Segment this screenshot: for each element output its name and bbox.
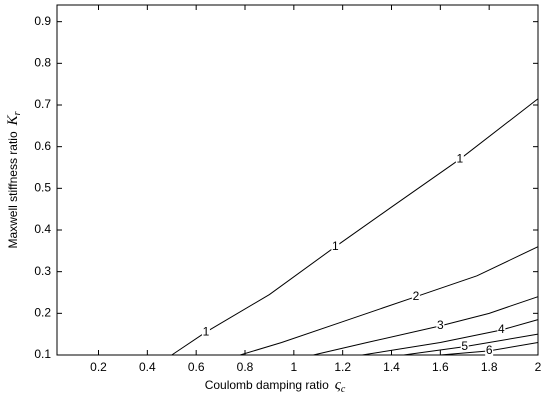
contour-label: 2 bbox=[413, 289, 420, 303]
x-tick-label: 1 bbox=[290, 360, 297, 374]
y-tick-label: 0.7 bbox=[34, 97, 51, 111]
x-tick-label: 0.2 bbox=[90, 360, 107, 374]
contour-label: 1 bbox=[203, 324, 210, 338]
plot-frame bbox=[56, 4, 539, 356]
x-tick-label: 1.2 bbox=[334, 360, 351, 374]
x-tick-label: 0.4 bbox=[139, 360, 156, 374]
y-tick-label: 0.3 bbox=[34, 264, 51, 278]
contour-label: 1 bbox=[332, 239, 339, 253]
x-axis-label: Coulomb damping ratio ςc bbox=[205, 377, 346, 395]
y-tick-label: 0.4 bbox=[34, 222, 51, 236]
contour-label-bg bbox=[455, 153, 464, 166]
contour-label-bg bbox=[436, 319, 445, 332]
contour-label-bg bbox=[331, 240, 340, 253]
contour-label: 1 bbox=[457, 151, 464, 165]
x-tick-label: 1.8 bbox=[481, 360, 498, 374]
contour-label: 4 bbox=[498, 322, 505, 336]
y-axis-label: Maxwell stiffness ratioKr bbox=[5, 111, 23, 248]
x-tick-label: 1.4 bbox=[383, 360, 400, 374]
contour-label: 6 bbox=[486, 343, 493, 357]
y-tick-label: 0.1 bbox=[34, 347, 51, 361]
contour-label-bg bbox=[485, 344, 494, 357]
contour-label: 5 bbox=[461, 339, 468, 353]
y-tick-label: 0.5 bbox=[34, 181, 51, 195]
y-tick-label: 0.9 bbox=[34, 14, 51, 28]
x-tick-label: 0.6 bbox=[188, 360, 205, 374]
y-tick-label: 0.6 bbox=[34, 139, 51, 153]
y-tick-label: 0.8 bbox=[34, 56, 51, 70]
contour-label: 3 bbox=[437, 318, 444, 332]
contour-line bbox=[362, 319, 539, 356]
x-tick-label: 1.6 bbox=[432, 360, 449, 374]
x-tick-label: 0.8 bbox=[237, 360, 254, 374]
contour-label-bg bbox=[201, 326, 210, 339]
contour-label-bg bbox=[460, 340, 469, 353]
contour-label-bg bbox=[497, 324, 506, 336]
contour-label-bg bbox=[411, 290, 420, 303]
contour-line bbox=[239, 246, 539, 356]
x-tick-label: 2 bbox=[535, 360, 542, 374]
y-tick-label: 0.2 bbox=[34, 306, 51, 320]
